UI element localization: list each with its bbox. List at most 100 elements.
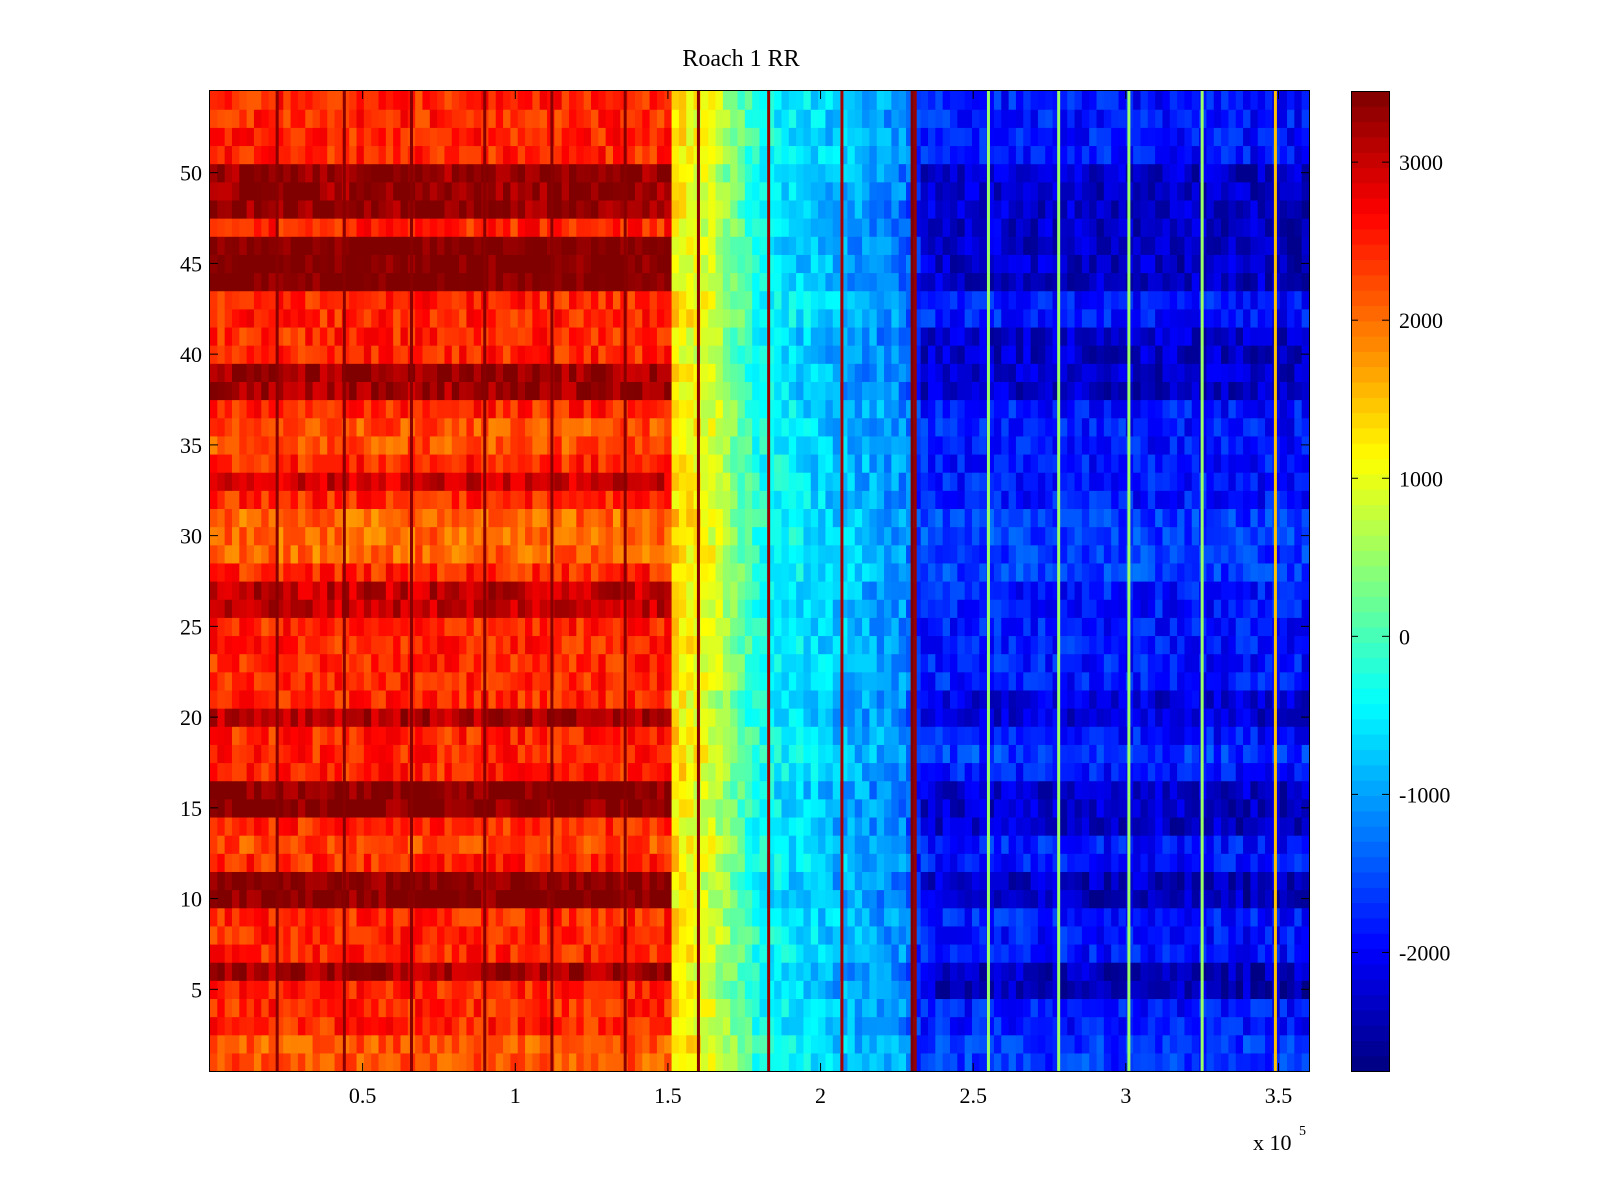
heatmap-cell <box>312 726 321 745</box>
heatmap-cell <box>891 653 900 673</box>
heatmap-cell <box>1015 581 1024 600</box>
heatmap-cell <box>854 816 863 836</box>
heatmap-cell <box>1067 816 1076 836</box>
heatmap-cell <box>1074 562 1083 582</box>
heatmap-cell <box>986 980 995 1000</box>
heatmap-cell <box>884 762 892 782</box>
heatmap-cell <box>378 1016 387 1036</box>
heatmap-cell <box>473 708 482 727</box>
heatmap-cell <box>583 617 592 637</box>
heatmap-cell <box>590 762 599 782</box>
heatmap-cell <box>583 581 592 600</box>
heatmap-cell <box>1140 889 1149 909</box>
heatmap-cell <box>246 943 255 963</box>
heatmap-cell <box>832 708 841 727</box>
heatmap-cell <box>920 617 929 637</box>
heatmap-cell <box>854 653 863 673</box>
heatmap-cell <box>356 581 365 600</box>
heatmap-cell <box>634 980 643 1000</box>
heatmap-cell <box>949 889 958 909</box>
heatmap-cell <box>737 689 746 709</box>
heatmap-cell <box>898 508 907 528</box>
heatmap-cell <box>312 635 321 655</box>
heatmap-cell <box>891 835 900 854</box>
heatmap-cell <box>678 708 687 727</box>
heatmap-cell <box>261 617 270 637</box>
heatmap-cell <box>1037 635 1046 655</box>
heatmap-cell <box>818 853 827 872</box>
heatmap-cell <box>554 581 563 600</box>
heatmap-cell <box>781 635 790 655</box>
heatmap-cell <box>539 726 548 745</box>
heatmap-cell <box>283 762 292 782</box>
heatmap-cell <box>649 653 658 673</box>
heatmap-cell <box>1008 816 1017 836</box>
heatmap-cell <box>1118 599 1127 618</box>
heatmap-cell <box>1301 671 1310 691</box>
heatmap-cell <box>869 798 878 818</box>
heatmap-cell <box>1052 798 1061 818</box>
heatmap-cell <box>862 689 870 709</box>
heatmap-cell <box>906 490 914 510</box>
heatmap-cell <box>1008 472 1017 491</box>
heatmap-cell <box>1103 907 1112 927</box>
heatmap-cell <box>876 925 885 945</box>
heatmap-cell <box>451 816 460 836</box>
heatmap-cell <box>1162 889 1171 909</box>
heatmap-cell <box>451 453 460 473</box>
heatmap-cell <box>788 508 797 528</box>
heatmap-cell <box>884 853 892 872</box>
heatmap-cell <box>569 635 577 655</box>
heatmap-cell <box>1221 1052 1230 1072</box>
heatmap-cell <box>766 617 775 637</box>
heatmap-cell <box>979 835 988 854</box>
heatmap-cell <box>393 1016 402 1036</box>
heatmap-cell <box>451 472 460 491</box>
heatmap-cell <box>334 762 343 782</box>
heatmap-cell <box>561 689 570 709</box>
heatmap-cell <box>1206 544 1215 564</box>
heatmap-cell <box>1001 671 1010 691</box>
heatmap-cell <box>876 708 885 727</box>
heatmap-cell <box>971 1052 980 1072</box>
heatmap-cell <box>356 798 365 818</box>
heatmap-cell <box>1206 907 1215 927</box>
heatmap-cell <box>1074 780 1083 800</box>
heatmap-cell <box>590 889 599 909</box>
heatmap-cell <box>803 562 812 582</box>
heatmap-cell <box>1081 472 1090 491</box>
heatmap-cell <box>664 980 673 1000</box>
heatmap-cell <box>1287 581 1295 600</box>
heatmap-cell <box>678 653 687 673</box>
heatmap-cell <box>429 853 438 872</box>
heatmap-cell <box>1001 635 1010 655</box>
heatmap-cell <box>1294 599 1303 618</box>
heatmap-cell <box>1140 943 1149 963</box>
heatmap-cell <box>971 617 980 637</box>
heatmap-cell <box>561 671 570 691</box>
heatmap-cell <box>1147 780 1156 800</box>
heatmap-cell <box>979 544 988 564</box>
heatmap-cell <box>686 780 695 800</box>
heatmap-cell <box>1221 726 1230 745</box>
heatmap-cell <box>327 472 336 491</box>
heatmap-cell <box>473 508 482 528</box>
heatmap-cell <box>246 453 255 473</box>
heatmap-cell <box>1147 798 1156 818</box>
heatmap-cell <box>862 798 870 818</box>
heatmap-cell <box>349 526 358 546</box>
heatmap-cell <box>400 889 409 909</box>
heatmap-cell <box>1008 1052 1017 1072</box>
heatmap-cell <box>341 1034 350 1054</box>
heatmap-cell <box>957 907 966 927</box>
heatmap-cell <box>1287 762 1295 782</box>
heatmap-cell <box>217 453 226 473</box>
heatmap-cell <box>715 671 724 691</box>
heatmap-cell <box>466 980 475 1000</box>
heatmap-cell <box>378 744 387 764</box>
heatmap-cell <box>1169 871 1178 891</box>
heatmap-cell <box>517 653 526 673</box>
heatmap-cell <box>906 581 914 600</box>
heatmap-cell <box>1213 835 1222 854</box>
heatmap-cell <box>942 708 951 727</box>
